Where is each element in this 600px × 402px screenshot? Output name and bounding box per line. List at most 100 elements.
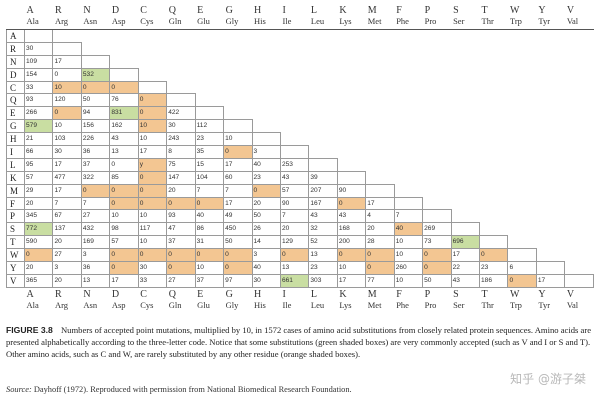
matrix-cell: 40: [251, 157, 281, 172]
matrix-cell: 33: [23, 80, 54, 95]
matrix-cell: 3: [52, 261, 82, 275]
column-name: Glu: [197, 16, 210, 26]
column-letter: Y: [538, 288, 546, 300]
matrix-cell: 345: [23, 209, 54, 224]
matrix-cell: 226: [80, 132, 111, 147]
row-header: P: [6, 209, 25, 224]
empty-cell: [366, 107, 394, 120]
empty-cell: [309, 133, 337, 146]
empty-cell: [394, 146, 422, 159]
caption-text: Numbers of accepted point mutations, mul…: [6, 325, 592, 359]
matrix-cell: 8: [166, 145, 196, 159]
column-letter: V: [566, 5, 575, 16]
matrix-cell: 23: [308, 261, 338, 275]
empty-cell: [336, 170, 367, 185]
watermark: 知乎 @游子桀: [510, 372, 586, 386]
matrix-cell: 20: [52, 235, 82, 250]
empty-cell: [451, 146, 479, 159]
matrix-cell: 0: [109, 248, 139, 263]
empty-cell: [508, 171, 536, 184]
empty-cell: [194, 106, 225, 121]
empty-cell: [536, 120, 564, 133]
column-name: Cys: [140, 299, 154, 310]
row-header: M: [6, 183, 25, 198]
substitution-matrix-table: A Ala R Arg N Asn D Asp C Cys Q Gln E Glu G Gly H His I Ile…: [6, 5, 594, 313]
matrix-cell: 90: [279, 196, 310, 211]
empty-cell: [366, 94, 394, 107]
matrix-cell: 37: [80, 157, 111, 172]
column-header-gln: Q Gln: [166, 286, 196, 313]
empty-cell: [507, 248, 537, 263]
column-letter: Q: [168, 5, 176, 16]
matrix-cell: 13: [279, 261, 310, 275]
row-header: W: [6, 248, 25, 263]
figure-caption: FIGURE 3.8 Numbers of accepted point mut…: [6, 324, 594, 360]
empty-cell: [224, 107, 252, 120]
matrix-cell: 10: [393, 235, 424, 250]
matrix-cell: 13: [109, 145, 139, 159]
empty-cell: [337, 42, 365, 55]
matrix-cell: 21: [23, 132, 54, 147]
matrix-cell: 3: [251, 248, 281, 263]
matrix-cell: 0: [166, 261, 196, 275]
empty-cell: [508, 107, 536, 120]
matrix-row-lys: K 57 477 322 85 0 147 104 60 23 43 39: [6, 170, 594, 185]
column-header-phe: F Phe: [394, 286, 423, 313]
empty-cell: [252, 55, 280, 68]
column-header-ser: S Ser: [451, 5, 480, 30]
matrix-cell: 73: [422, 235, 452, 250]
empty-cell: [423, 171, 451, 184]
matrix-cell: 20: [365, 222, 395, 237]
matrix-cell: 450: [223, 222, 253, 237]
matrix-cell: 90: [336, 183, 367, 198]
empty-cell: [508, 158, 536, 171]
empty-cell: [195, 30, 223, 43]
row-header: N: [6, 54, 25, 69]
empty-cell: [480, 223, 508, 236]
column-name: Phe: [396, 16, 409, 26]
column-header-lys: K Lys: [337, 5, 366, 30]
column-header-cys: C Cys: [138, 286, 167, 313]
empty-cell: [451, 158, 479, 171]
matrix-cell: 0: [336, 196, 367, 211]
empty-cell: [423, 30, 451, 43]
empty-cell: [480, 171, 508, 184]
empty-cell: [223, 119, 253, 134]
matrix-cell: 0: [507, 273, 537, 288]
empty-cell: [536, 94, 564, 107]
empty-cell: [536, 30, 564, 43]
empty-cell: [451, 210, 479, 223]
matrix-cell: 23: [194, 132, 225, 147]
column-letter: R: [54, 288, 62, 300]
empty-cell: [309, 81, 337, 94]
matrix-cell: 27: [52, 248, 82, 263]
empty-cell: [394, 94, 422, 107]
empty-cell: [480, 107, 508, 120]
matrix-row-cys: C 33 10 0 0: [6, 80, 594, 95]
column-letter: E: [197, 288, 204, 300]
empty-cell: [167, 55, 195, 68]
column-letter: C: [140, 5, 147, 16]
column-header-gly: G Gly: [223, 5, 252, 30]
column-name: Lys: [339, 299, 352, 310]
matrix-cell: 33: [137, 273, 168, 288]
empty-cell: [451, 120, 479, 133]
empty-cell: [394, 55, 422, 68]
column-header-pro: P Pro: [422, 5, 452, 30]
empty-cell: [423, 68, 451, 81]
matrix-cell: 0: [23, 248, 54, 263]
matrix-cell: 0: [137, 106, 168, 121]
empty-cell: [480, 81, 508, 94]
matrix-cell: 30: [251, 273, 281, 288]
empty-cell: [224, 42, 252, 55]
matrix-cell: 0: [251, 183, 281, 198]
empty-cell: [536, 210, 564, 223]
matrix-cell: 32: [308, 222, 338, 237]
column-name: Ala: [26, 299, 39, 310]
empty-cell: [508, 120, 536, 133]
empty-cell: [309, 94, 337, 107]
empty-cell: [423, 55, 451, 68]
empty-cell: [565, 184, 594, 197]
empty-cell: [394, 68, 422, 81]
column-letter: C: [140, 288, 147, 300]
